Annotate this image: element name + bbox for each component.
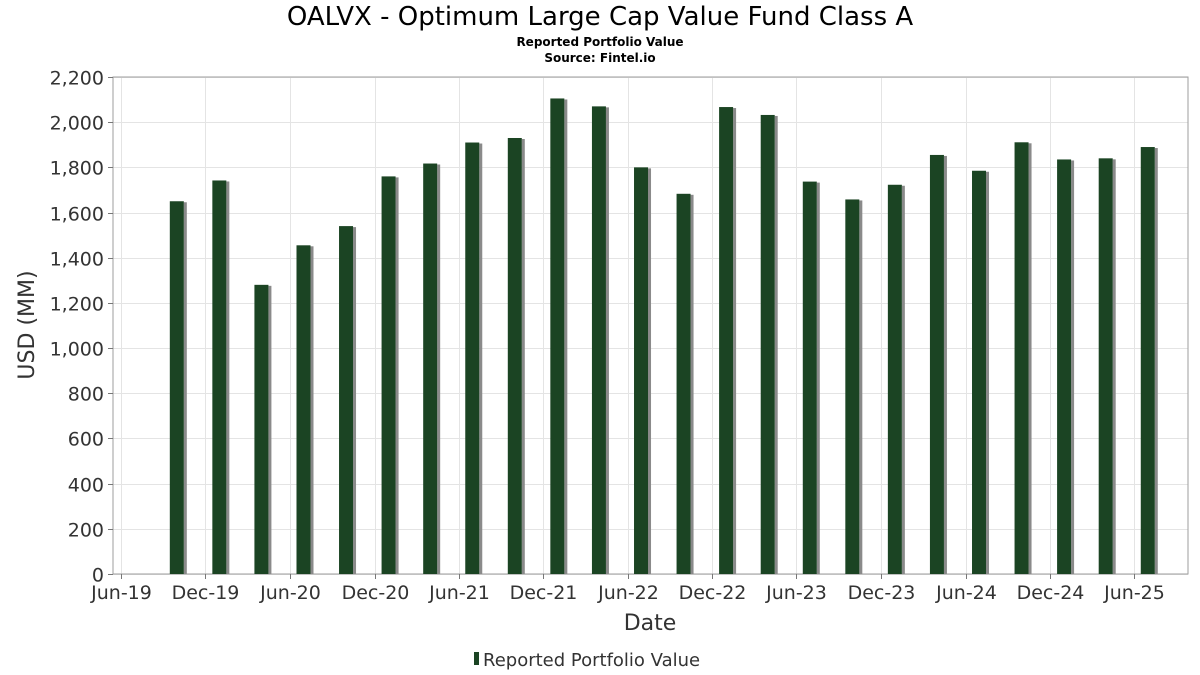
y-axis-label: USD (MM) (15, 270, 40, 379)
bar (929, 154, 944, 574)
bar-shadow (521, 138, 525, 574)
y-tick-label: 200 (68, 520, 104, 542)
bar (465, 142, 480, 574)
chart-title: OALVX - Optimum Large Cap Value Fund Cla… (286, 2, 914, 32)
bar-shadow (986, 171, 990, 575)
chart-source: Source: Fintel.io (544, 51, 656, 65)
x-tick-label: Dec-24 (1017, 582, 1085, 604)
x-tick-label: Dec-20 (342, 582, 410, 604)
x-tick-label: Jun-19 (90, 582, 152, 604)
bar (1098, 158, 1113, 574)
bar (1057, 159, 1072, 574)
bar (423, 163, 438, 574)
bar-shadow (943, 155, 947, 574)
bar (169, 201, 184, 574)
bar-shadow (310, 246, 314, 574)
y-tick-label: 1,200 (50, 294, 104, 316)
bar (845, 199, 860, 574)
x-tick-label: Jun-25 (1103, 582, 1165, 604)
bar-shadow (1154, 148, 1158, 575)
bar (887, 184, 902, 574)
bar (254, 284, 269, 574)
bar-shadow (859, 200, 863, 574)
bar-shadow (605, 107, 609, 575)
x-tick-label: Dec-19 (172, 582, 240, 604)
legend: Reported Portfolio Value (474, 650, 700, 671)
y-tick-label: 0 (92, 565, 104, 587)
y-tick-label: 1,000 (50, 339, 104, 361)
legend-swatch (474, 652, 479, 665)
bars (169, 98, 1158, 575)
bar (634, 167, 649, 574)
y-tick-label: 400 (68, 475, 104, 497)
bar (381, 176, 396, 574)
x-tick-label: Dec-23 (848, 582, 916, 604)
y-tick-label: 2,000 (50, 113, 104, 135)
y-tick-label: 1,600 (50, 204, 104, 226)
bar (802, 181, 817, 575)
x-tick-label: Jun-23 (765, 582, 827, 604)
x-tick-label: Jun-21 (428, 582, 490, 604)
bar-shadow (395, 177, 399, 574)
x-tick-label: Jun-24 (935, 582, 997, 604)
bar (507, 137, 522, 574)
bar-shadow (564, 99, 568, 574)
bar (339, 226, 354, 574)
x-axis-label: Date (624, 611, 677, 636)
bar (676, 193, 691, 575)
bar-shadow (816, 182, 820, 575)
bar-shadow (733, 108, 737, 575)
bar-shadow (268, 285, 272, 574)
bar (296, 245, 311, 574)
y-tick-label: 1,400 (50, 249, 104, 271)
y-tick-label: 2,200 (50, 68, 104, 90)
x-tick-label: Jun-20 (259, 582, 321, 604)
bar-shadow (690, 194, 694, 575)
bar-shadow (1028, 143, 1032, 574)
bar-shadow (437, 164, 441, 574)
bar-shadow (479, 143, 483, 574)
x-tick-label: Dec-22 (679, 582, 747, 604)
bar (1014, 142, 1029, 574)
bar (719, 107, 734, 575)
bar-shadow (353, 227, 357, 574)
bar (591, 106, 606, 575)
bar-shadow (774, 115, 778, 574)
bar (972, 170, 987, 575)
axes: 0 200 400 600 800 1,000 1,200 1,400 1,600 1,800 2,… (50, 68, 1165, 605)
y-tick-label: 600 (68, 429, 104, 451)
bar-shadow (648, 168, 652, 574)
bar-shadow (226, 181, 230, 574)
bar (760, 114, 775, 574)
bar-shadow (901, 185, 905, 574)
bar-shadow (183, 202, 187, 574)
bar-shadow (1071, 160, 1075, 574)
bar-shadow (1112, 159, 1116, 574)
bar (1140, 147, 1155, 575)
bar (212, 180, 227, 574)
x-tick-label: Dec-21 (510, 582, 578, 604)
y-tick-label: 800 (68, 384, 104, 406)
chart-subtitle: Reported Portfolio Value (516, 35, 684, 49)
legend-label: Reported Portfolio Value (483, 650, 700, 671)
y-tick-label: 1,800 (50, 158, 104, 180)
bar (550, 98, 565, 574)
x-tick-label: Jun-22 (597, 582, 659, 604)
